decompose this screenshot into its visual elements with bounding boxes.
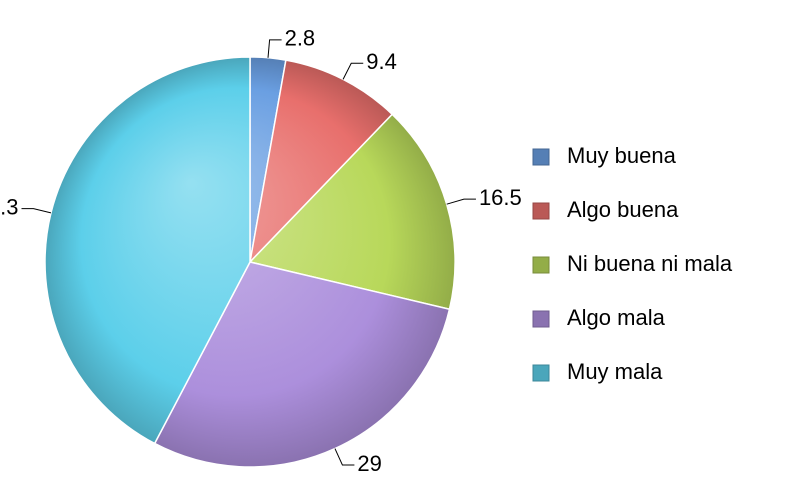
legend-swatch [532,202,550,220]
data-label: 9.4 [366,49,397,74]
data-label: 42.3 [0,194,18,219]
data-label: 2.8 [285,26,316,51]
pie-slice [248,113,456,311]
data-label: 16.5 [479,185,522,210]
legend-label: Ni buena ni mala [567,251,733,276]
legend-label: Muy buena [567,143,677,168]
leader-line [446,198,476,205]
legend-swatch [532,364,550,382]
legend-label: Algo mala [567,305,666,330]
pie-slice [44,56,251,445]
legend-label: Muy mala [567,359,663,384]
leader-line [334,448,355,466]
legend-swatch [532,148,550,166]
legend-swatch [532,310,550,328]
leader-line [21,208,52,214]
leader-line [342,62,364,80]
data-label: 29 [357,451,381,476]
pie-slice [248,59,394,265]
leader-line [267,39,282,58]
legend-swatch [532,256,550,274]
legend-label: Algo buena [567,197,679,222]
pie-slice [153,261,451,468]
